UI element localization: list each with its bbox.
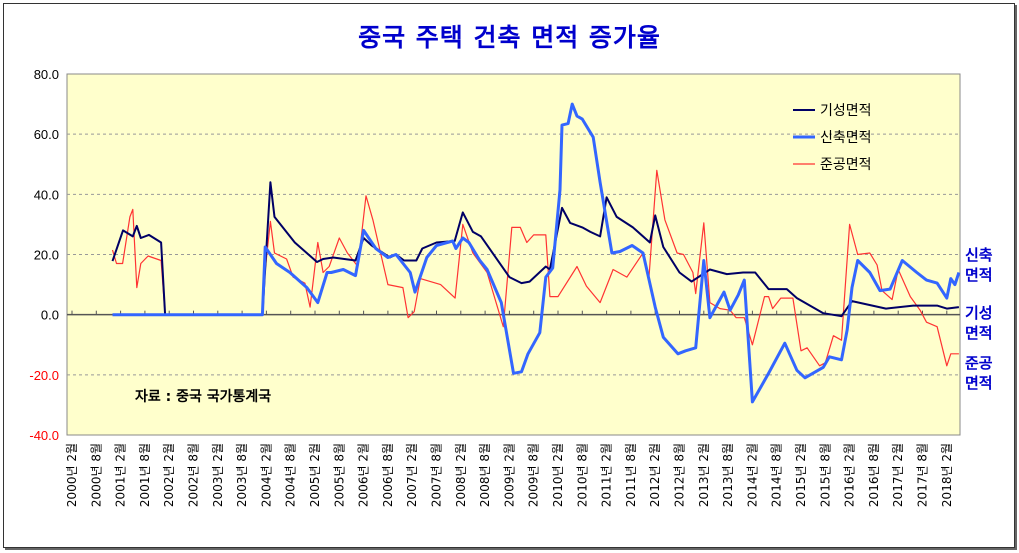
x-tick-label: 2007년 8월 <box>430 443 444 507</box>
y-tick-label: 40.0 <box>34 187 59 202</box>
x-tick-label: 2001년 2월 <box>114 443 128 507</box>
series-end-label: 면적 <box>965 266 993 284</box>
x-tick-label: 2015년 8월 <box>818 443 832 507</box>
y-tick-label: 20.0 <box>34 248 59 263</box>
y-tick-label: -40.0 <box>29 428 59 443</box>
series-end-label: 기성 <box>965 304 993 322</box>
x-tick-label: 2001년 8월 <box>138 443 152 507</box>
series-end-label: 면적 <box>965 374 993 392</box>
series-line-1 <box>111 181 960 318</box>
x-tick-label: 2008년 2월 <box>454 443 468 507</box>
x-tick-label: 2010년 2월 <box>551 443 565 507</box>
x-tick-label: 2014년 8월 <box>770 443 784 507</box>
x-tick-label: 2016년 2월 <box>843 443 857 507</box>
x-tick-label: 2010년 8월 <box>575 443 589 507</box>
series-line-3 <box>111 169 959 367</box>
series-end-label: 면적 <box>965 324 993 342</box>
legend-label: 준공면적 <box>820 157 872 173</box>
series-line-2 <box>112 102 961 404</box>
x-tick-label: 2013년 2월 <box>697 443 711 507</box>
y-tick-label: 60.0 <box>34 127 59 142</box>
x-tick-label: 2004년 2월 <box>259 443 273 507</box>
series-end-label: 준공 <box>965 354 993 372</box>
x-tick-label: 2006년 8월 <box>381 443 395 507</box>
x-tick-label: 2017년 8월 <box>916 443 930 507</box>
x-tick-label: 2014년 2월 <box>745 443 759 507</box>
series-end-label: 신축 <box>965 246 993 264</box>
x-tick-label: 2012년 8월 <box>673 443 687 507</box>
x-tick-label: 2006년 2월 <box>357 443 371 507</box>
x-tick-label: 2003년 2월 <box>211 443 225 507</box>
x-tick-label: 2005년 8월 <box>332 443 346 507</box>
y-tick-label: 80.0 <box>34 67 59 82</box>
legend-label: 신축면적 <box>820 130 872 146</box>
x-tick-label: 2003년 8월 <box>235 443 249 507</box>
x-tick-label: 2008년 8월 <box>478 443 492 507</box>
x-tick-label: 2005년 2월 <box>308 443 322 507</box>
legend-label: 기성면적 <box>820 103 872 119</box>
y-tick-label: 0.0 <box>41 308 59 323</box>
x-tick-label: 2012년 2월 <box>648 443 662 507</box>
x-tick-label: 2002년 8월 <box>187 443 201 507</box>
x-tick-label: 2004년 8월 <box>284 443 298 507</box>
x-tick-label: 2007년 2월 <box>405 443 419 507</box>
x-tick-label: 2018년 2월 <box>940 443 954 507</box>
x-tick-label: 2000년 8월 <box>89 443 103 507</box>
x-tick-label: 2015년 2월 <box>794 443 808 507</box>
x-tick-label: 2011년 2월 <box>600 443 614 507</box>
x-tick-label: 2002년 2월 <box>162 443 176 507</box>
x-tick-label: 2009년 2월 <box>502 443 516 507</box>
chart-title: 중국 주택 건축 면적 증가율 <box>358 23 661 52</box>
y-tick-label: -20.0 <box>29 368 59 383</box>
x-tick-label: 2017년 2월 <box>891 443 905 507</box>
x-tick-label: 2016년 8월 <box>867 443 881 507</box>
source-note: 자료 : 중국 국가통계국 <box>135 389 272 405</box>
x-tick-label: 2009년 8월 <box>527 443 541 507</box>
x-tick-label: 2000년 2월 <box>65 443 79 507</box>
x-tick-label: 2013년 8월 <box>721 443 735 507</box>
x-tick-label: 2011년 8월 <box>624 443 638 507</box>
